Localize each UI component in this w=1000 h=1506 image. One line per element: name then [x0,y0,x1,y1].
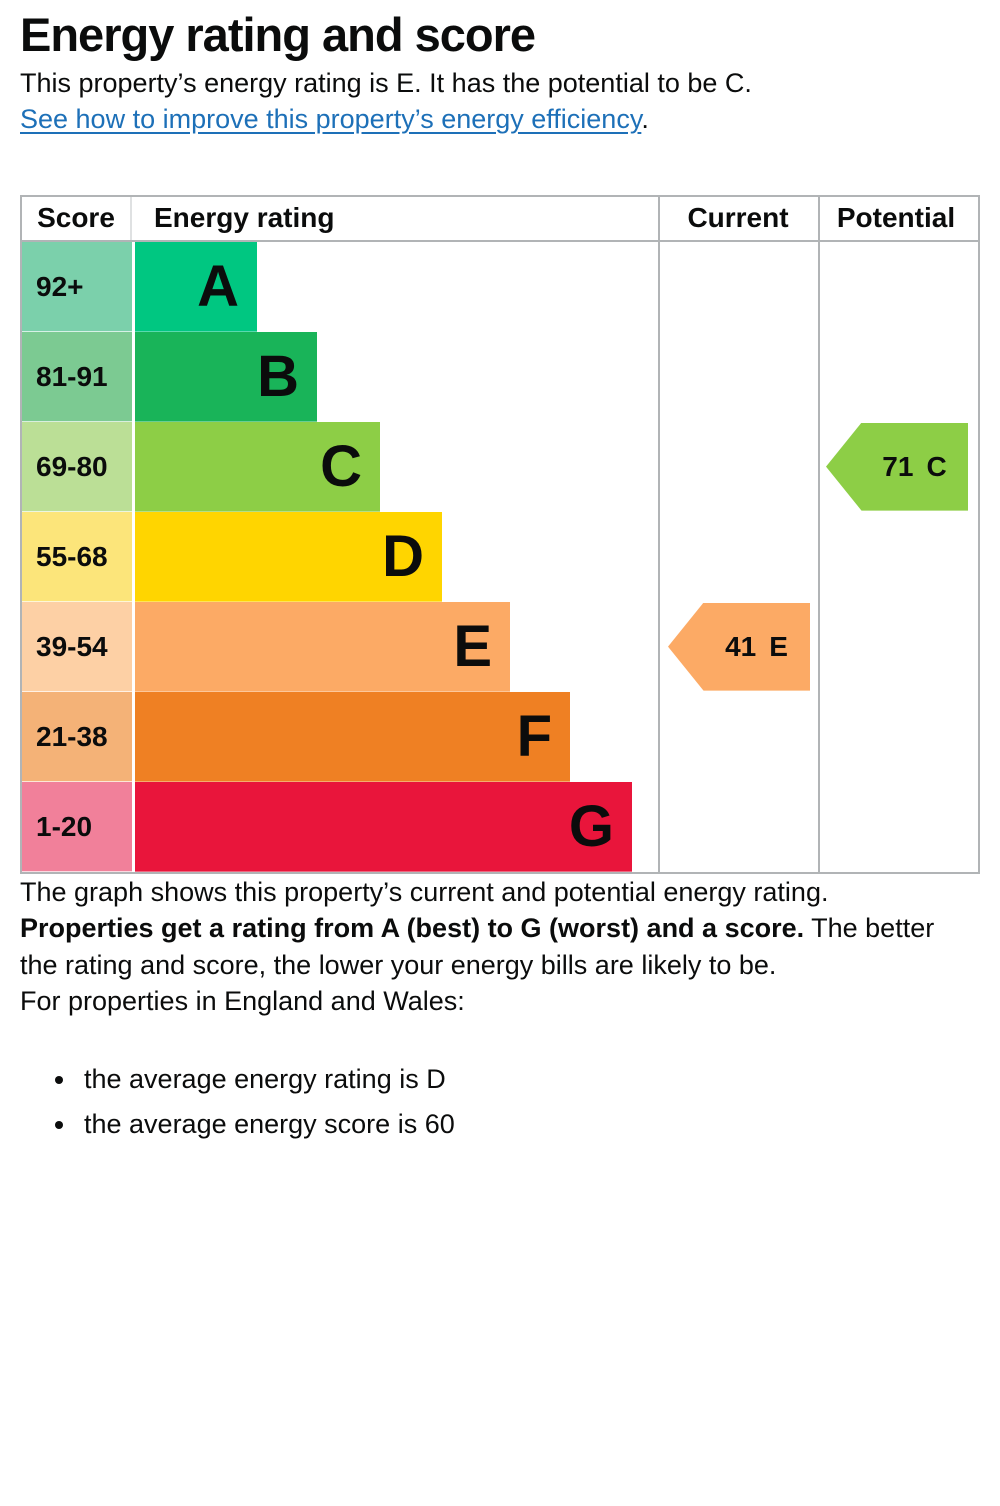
region-heading: For properties in England and Wales: [20,985,465,1016]
band-gap [132,331,135,422]
band-row-d: 55-68 D [22,511,978,602]
potential-score-value: 71 [882,450,914,482]
current-score-value: 41 [725,630,757,662]
potential-band-letter: C [926,450,947,482]
rating-bar-a: A [135,241,257,332]
band-row-g: 1-20 G [22,781,978,872]
header-potential: Potential [836,202,956,234]
score-range-b: 81-91 [22,331,132,422]
header-energy-rating: Energy rating [154,202,335,234]
rating-explainer-rest: The better the rating and score, the low… [20,913,935,980]
band-gap [132,421,135,512]
band-row-a: 92+ A [22,241,978,332]
header-current: Current [687,202,789,234]
link-suffix-period: . [641,104,649,135]
intro-text: This property’s energy rating is E. It h… [20,67,752,98]
potential-rating-arrow: 71 C [826,422,968,511]
list-item-average-rating: the average energy rating is D [78,1057,980,1102]
page-title: Energy rating and score [20,8,536,61]
list-item-average-score: the average energy score is 60 [78,1102,980,1147]
band-row-f: 21-38 F [22,691,978,782]
epc-chart: Score Energy rating Current Potential 92… [20,194,980,874]
rating-bar-c: C [135,421,380,512]
current-band-letter: E [769,630,788,662]
improve-efficiency-link[interactable]: See how to improve this property’s energ… [20,104,642,135]
band-row-e: 39-54 E [22,601,978,692]
column-divider-current [658,196,660,872]
band-gap [132,241,135,332]
score-range-e: 39-54 [22,601,132,692]
score-range-c: 69-80 [22,421,132,512]
rating-bar-e: E [135,601,510,692]
current-rating-arrow: 41 E [668,602,810,691]
score-range-g: 1-20 [22,781,132,872]
epc-chart-header: Score Energy rating Current Potential [22,196,978,242]
improve-link-line: See how to improve this property’s energ… [20,101,980,137]
band-gap [132,511,135,602]
rating-bar-f: F [135,691,570,782]
band-gap [132,781,135,872]
score-range-d: 55-68 [22,511,132,602]
score-range-a: 92+ [22,241,132,332]
region-averages-list: the average energy rating is D the avera… [20,1057,980,1146]
band-row-b: 81-91 B [22,331,978,422]
band-gap [132,601,135,692]
rating-bar-g: G [135,781,632,872]
header-score: Score [22,196,132,240]
score-range-f: 21-38 [22,691,132,782]
rating-bar-b: B [135,331,317,422]
rating-bar-d: D [135,511,442,602]
graph-caption: The graph shows this property’s current … [20,876,829,907]
rating-explainer: Properties get a rating from A (best) to… [20,910,970,983]
column-divider-potential [818,196,820,872]
band-gap [132,691,135,782]
rating-explainer-bold: Properties get a rating from A (best) to… [20,913,805,944]
